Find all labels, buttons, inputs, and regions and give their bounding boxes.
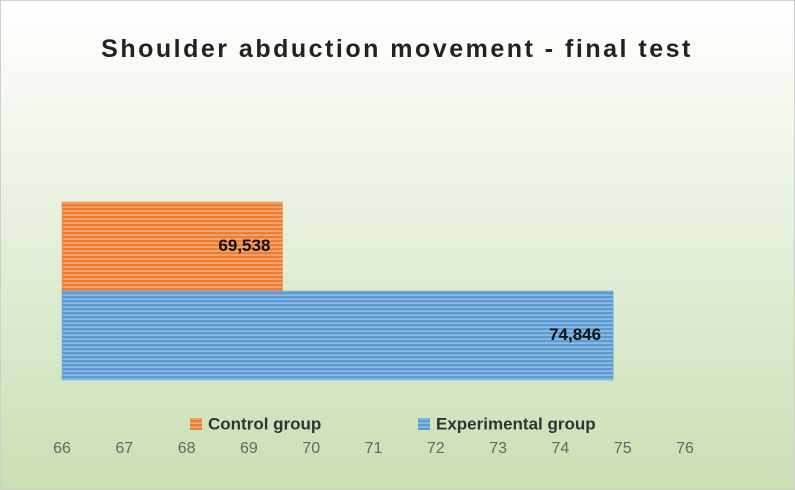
bar [61, 201, 283, 292]
x-tick-label: 70 [302, 440, 320, 457]
x-tick-label: 73 [489, 440, 507, 457]
legend-swatch [190, 418, 202, 430]
bar [61, 290, 614, 381]
x-tick-label: 68 [178, 440, 196, 457]
x-tick-label: 75 [614, 440, 632, 457]
x-tick-label: 76 [676, 440, 694, 457]
x-tick-label: 71 [365, 440, 383, 457]
x-tick-label: 67 [115, 440, 133, 457]
legend-label: Control group [208, 414, 321, 433]
data-label: 69,538 [218, 236, 270, 255]
legend-swatch [418, 418, 430, 430]
x-tick-label: 69 [240, 440, 258, 457]
legend-label: Experimental group [436, 414, 596, 433]
x-tick-label: 72 [427, 440, 445, 457]
chart-title: Shoulder abduction movement - final test [101, 35, 693, 63]
data-label: 74,846 [549, 325, 601, 344]
x-tick-label: 66 [53, 440, 71, 457]
x-tick-label: 74 [552, 440, 570, 457]
